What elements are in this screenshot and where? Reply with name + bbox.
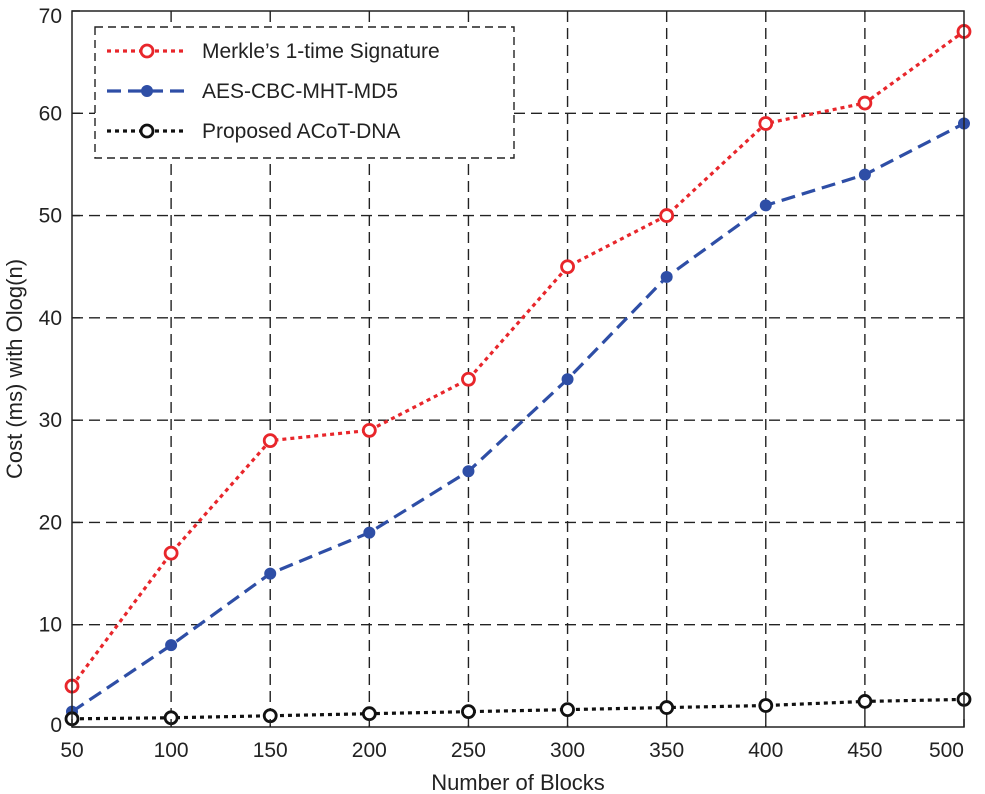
data-point	[461, 371, 476, 387]
x-axis-ticks: 50 100 150 200 250 300 350 400 450 500	[60, 719, 965, 762]
legend: Merkle’s 1-time Signature AES-CBC-MHT-MD5…	[94, 26, 515, 159]
series-3	[64, 691, 972, 727]
data-point	[363, 526, 376, 539]
legend-box	[94, 26, 515, 159]
series-layer	[64, 24, 972, 727]
x-tick-label: 350	[649, 739, 684, 762]
plot-area-frame	[71, 10, 965, 728]
series-2	[66, 117, 970, 718]
data-point	[163, 545, 179, 561]
x-tick-label: 450	[847, 739, 882, 762]
data-point	[561, 373, 574, 386]
data-point	[758, 116, 774, 131]
legend-label: Proposed ACoT-DNA	[202, 120, 400, 143]
data-point	[858, 168, 871, 181]
x-tick-label: 500	[929, 739, 964, 762]
data-point	[759, 199, 772, 212]
x-tick-label: 150	[253, 739, 288, 762]
data-point	[857, 694, 873, 709]
data-point	[560, 259, 575, 275]
data-point	[560, 702, 575, 718]
data-point	[758, 698, 774, 713]
legend-label: AES-CBC-MHT-MD5	[202, 80, 398, 103]
y-axis-ticks: 0 10 20 30 40 50 60 70	[39, 5, 80, 737]
data-point	[659, 208, 675, 223]
series-line	[71, 122, 965, 713]
legend-swatch-marker	[141, 85, 153, 97]
y-tick-label: 0	[50, 714, 62, 737]
x-tick-label: 400	[748, 739, 783, 762]
data-point	[165, 639, 178, 652]
series-line	[70, 30, 965, 688]
data-point	[857, 95, 873, 111]
data-point	[462, 465, 475, 478]
legend-swatch-marker	[139, 123, 155, 139]
y-axis-title: Cost (ms) with Olog(n)	[2, 259, 27, 479]
legend-swatch-marker	[139, 43, 155, 59]
y-tick-label: 50	[39, 205, 62, 228]
x-tick-label: 50	[60, 739, 83, 762]
y-tick-label: 30	[39, 409, 62, 432]
y-tick-label: 40	[39, 307, 62, 330]
data-point	[659, 700, 675, 715]
x-tick-label: 300	[550, 739, 585, 762]
legend-label: Merkle’s 1-time Signature	[202, 40, 440, 63]
series-line	[71, 697, 965, 721]
x-axis-title: Number of Blocks	[431, 770, 605, 794]
y-tick-label: 10	[39, 614, 62, 637]
data-point	[361, 422, 377, 438]
x-tick-label: 200	[352, 739, 387, 762]
legend-item: Merkle’s 1-time Signature	[107, 40, 440, 63]
x-tick-label: 250	[451, 739, 486, 762]
y-tick-label: 60	[39, 102, 62, 125]
legend-item: Proposed ACoT-DNA	[107, 120, 400, 143]
data-point	[264, 567, 277, 580]
data-point	[361, 706, 377, 722]
y-tick-label: 20	[39, 511, 62, 534]
data-point	[660, 270, 673, 283]
y-tick-label: 70	[39, 5, 62, 28]
x-tick-label: 100	[154, 739, 189, 762]
data-point	[461, 704, 476, 720]
data-point	[262, 433, 278, 449]
legend-item: AES-CBC-MHT-MD5	[107, 80, 398, 103]
